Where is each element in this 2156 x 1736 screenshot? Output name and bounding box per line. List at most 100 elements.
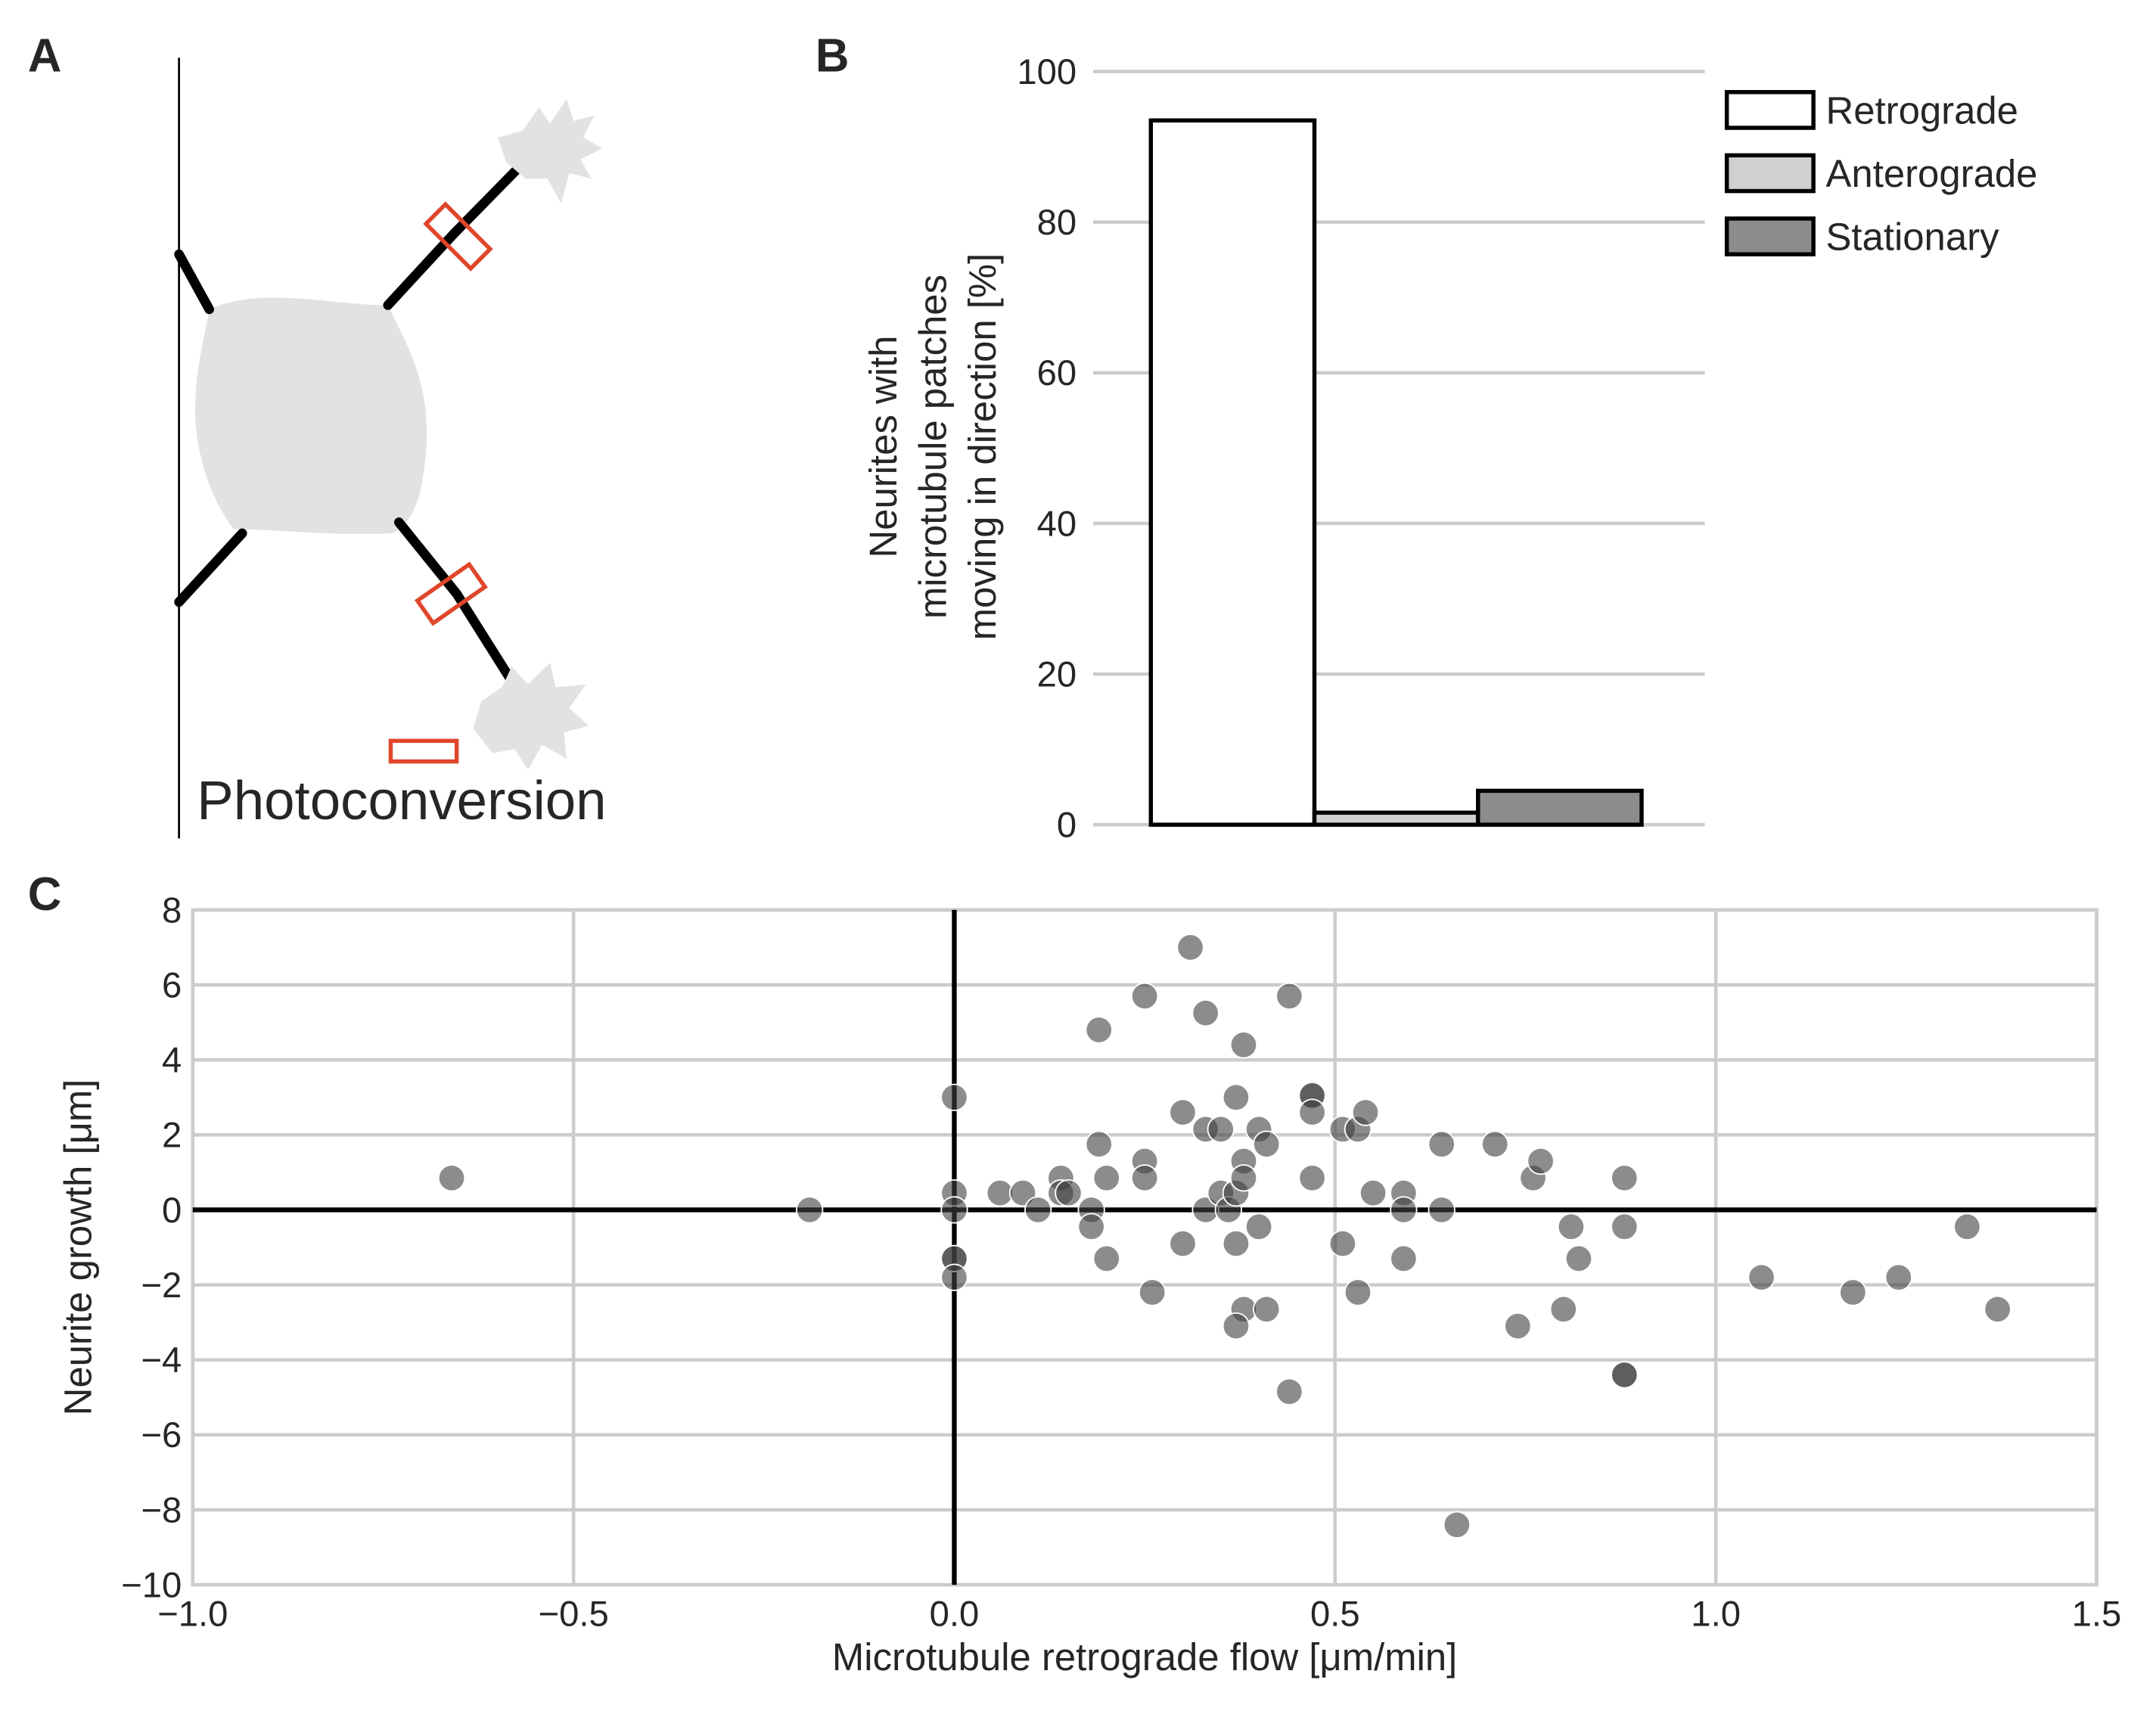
- point: [1611, 1213, 1639, 1241]
- legend-swatch: [388, 738, 459, 764]
- point: [1564, 1244, 1593, 1273]
- neuron-diagram: Photoconversion: [174, 57, 607, 839]
- y-tick-label: 20: [1037, 654, 1077, 694]
- legend-swatch: [1724, 216, 1816, 256]
- point: [1359, 1179, 1387, 1207]
- point: [1085, 1016, 1113, 1044]
- point: [1077, 1213, 1105, 1241]
- legend-label: Stationary: [1826, 216, 2000, 259]
- point: [1229, 1164, 1258, 1192]
- y-axis-label: microtubule patches: [912, 275, 955, 619]
- point: [1549, 1295, 1577, 1323]
- point: [1253, 1295, 1281, 1323]
- point: [1092, 1164, 1120, 1192]
- legend-swatch: [1724, 90, 1816, 130]
- y-axis-label: Neurite growth [μm]: [56, 1079, 99, 1416]
- y-axis-label: moving in direction [%]: [961, 253, 1004, 641]
- point: [796, 1196, 824, 1224]
- point: [1244, 1213, 1273, 1241]
- point: [1884, 1263, 1912, 1291]
- point: [940, 1196, 968, 1224]
- y-tick-label: 8: [162, 890, 182, 930]
- point: [1024, 1196, 1052, 1224]
- point: [1328, 1229, 1357, 1258]
- growth-cone: [473, 662, 589, 770]
- point: [1443, 1511, 1471, 1539]
- point: [1169, 1098, 1197, 1126]
- legend-label: Retrograde: [1826, 89, 2018, 132]
- panel-label: C: [28, 868, 62, 921]
- point: [1390, 1244, 1418, 1273]
- point: [1085, 1130, 1113, 1158]
- y-tick-label: −10: [121, 1565, 182, 1605]
- x-tick-label: −0.5: [538, 1595, 608, 1635]
- y-tick-label: 100: [1017, 52, 1076, 92]
- point: [1344, 1278, 1372, 1306]
- y-tick-label: 2: [162, 1116, 182, 1156]
- y-axis-label: Neurites with: [862, 336, 905, 558]
- point: [1130, 1164, 1159, 1192]
- y-tick-label: −4: [141, 1340, 182, 1380]
- y-tick-label: 6: [162, 965, 182, 1005]
- point: [1222, 1229, 1250, 1258]
- point: [1527, 1147, 1555, 1175]
- x-tick-label: 1.5: [2072, 1595, 2122, 1635]
- point: [1275, 982, 1303, 1011]
- x-axis-label: Microtubule retrograde flow [μm/min]: [832, 1635, 1457, 1679]
- y-tick-label: −8: [141, 1490, 182, 1530]
- legend-swatch: [1724, 153, 1816, 194]
- y-tick-label: 0: [1057, 806, 1076, 846]
- x-tick-label: −1.0: [157, 1595, 228, 1635]
- point: [1481, 1130, 1509, 1158]
- point: [1253, 1130, 1281, 1158]
- panel-label: A: [28, 30, 62, 82]
- y-tick-label: 80: [1037, 203, 1077, 243]
- point: [1390, 1196, 1418, 1224]
- point: [1427, 1130, 1455, 1158]
- point: [1298, 1098, 1326, 1126]
- point: [1130, 982, 1159, 1011]
- cell-body: [194, 297, 427, 534]
- point: [1222, 1083, 1250, 1111]
- panel-label: B: [815, 30, 850, 82]
- point: [1139, 1278, 1167, 1306]
- y-tick-label: 40: [1037, 504, 1077, 544]
- y-tick-label: −6: [141, 1415, 182, 1455]
- point: [1176, 933, 1204, 961]
- point: [1169, 1229, 1197, 1258]
- point: [1611, 1361, 1639, 1389]
- bar: [1476, 788, 1644, 827]
- point: [940, 1263, 968, 1291]
- point: [1298, 1164, 1326, 1192]
- legend-label: Anterograde: [1826, 152, 2038, 195]
- point: [1351, 1098, 1380, 1126]
- y-tick-label: −2: [141, 1266, 182, 1306]
- point: [1222, 1312, 1250, 1340]
- point: [1191, 999, 1219, 1027]
- bar: [1312, 810, 1480, 827]
- point: [437, 1164, 466, 1192]
- point: [940, 1083, 968, 1111]
- growth-cone: [498, 98, 603, 203]
- plot-frame: [191, 908, 2099, 1587]
- caption: Photoconversion: [197, 770, 606, 831]
- point: [1207, 1115, 1235, 1144]
- neurite: [174, 156, 530, 699]
- point: [1747, 1263, 1775, 1291]
- y-tick-label: 60: [1037, 353, 1077, 393]
- x-tick-label: 0.5: [1310, 1595, 1360, 1635]
- point: [1504, 1312, 1532, 1340]
- photoconversion-box: [414, 561, 488, 626]
- point: [1557, 1213, 1586, 1241]
- y-tick-label: 0: [162, 1191, 182, 1231]
- photoconversion-box: [423, 201, 493, 272]
- point: [1427, 1196, 1455, 1224]
- point: [1092, 1244, 1120, 1273]
- x-tick-label: 0.0: [930, 1595, 980, 1635]
- point: [1055, 1179, 1083, 1207]
- x-tick-label: 1.0: [1691, 1595, 1741, 1635]
- point: [1275, 1377, 1303, 1406]
- point: [1953, 1213, 1981, 1241]
